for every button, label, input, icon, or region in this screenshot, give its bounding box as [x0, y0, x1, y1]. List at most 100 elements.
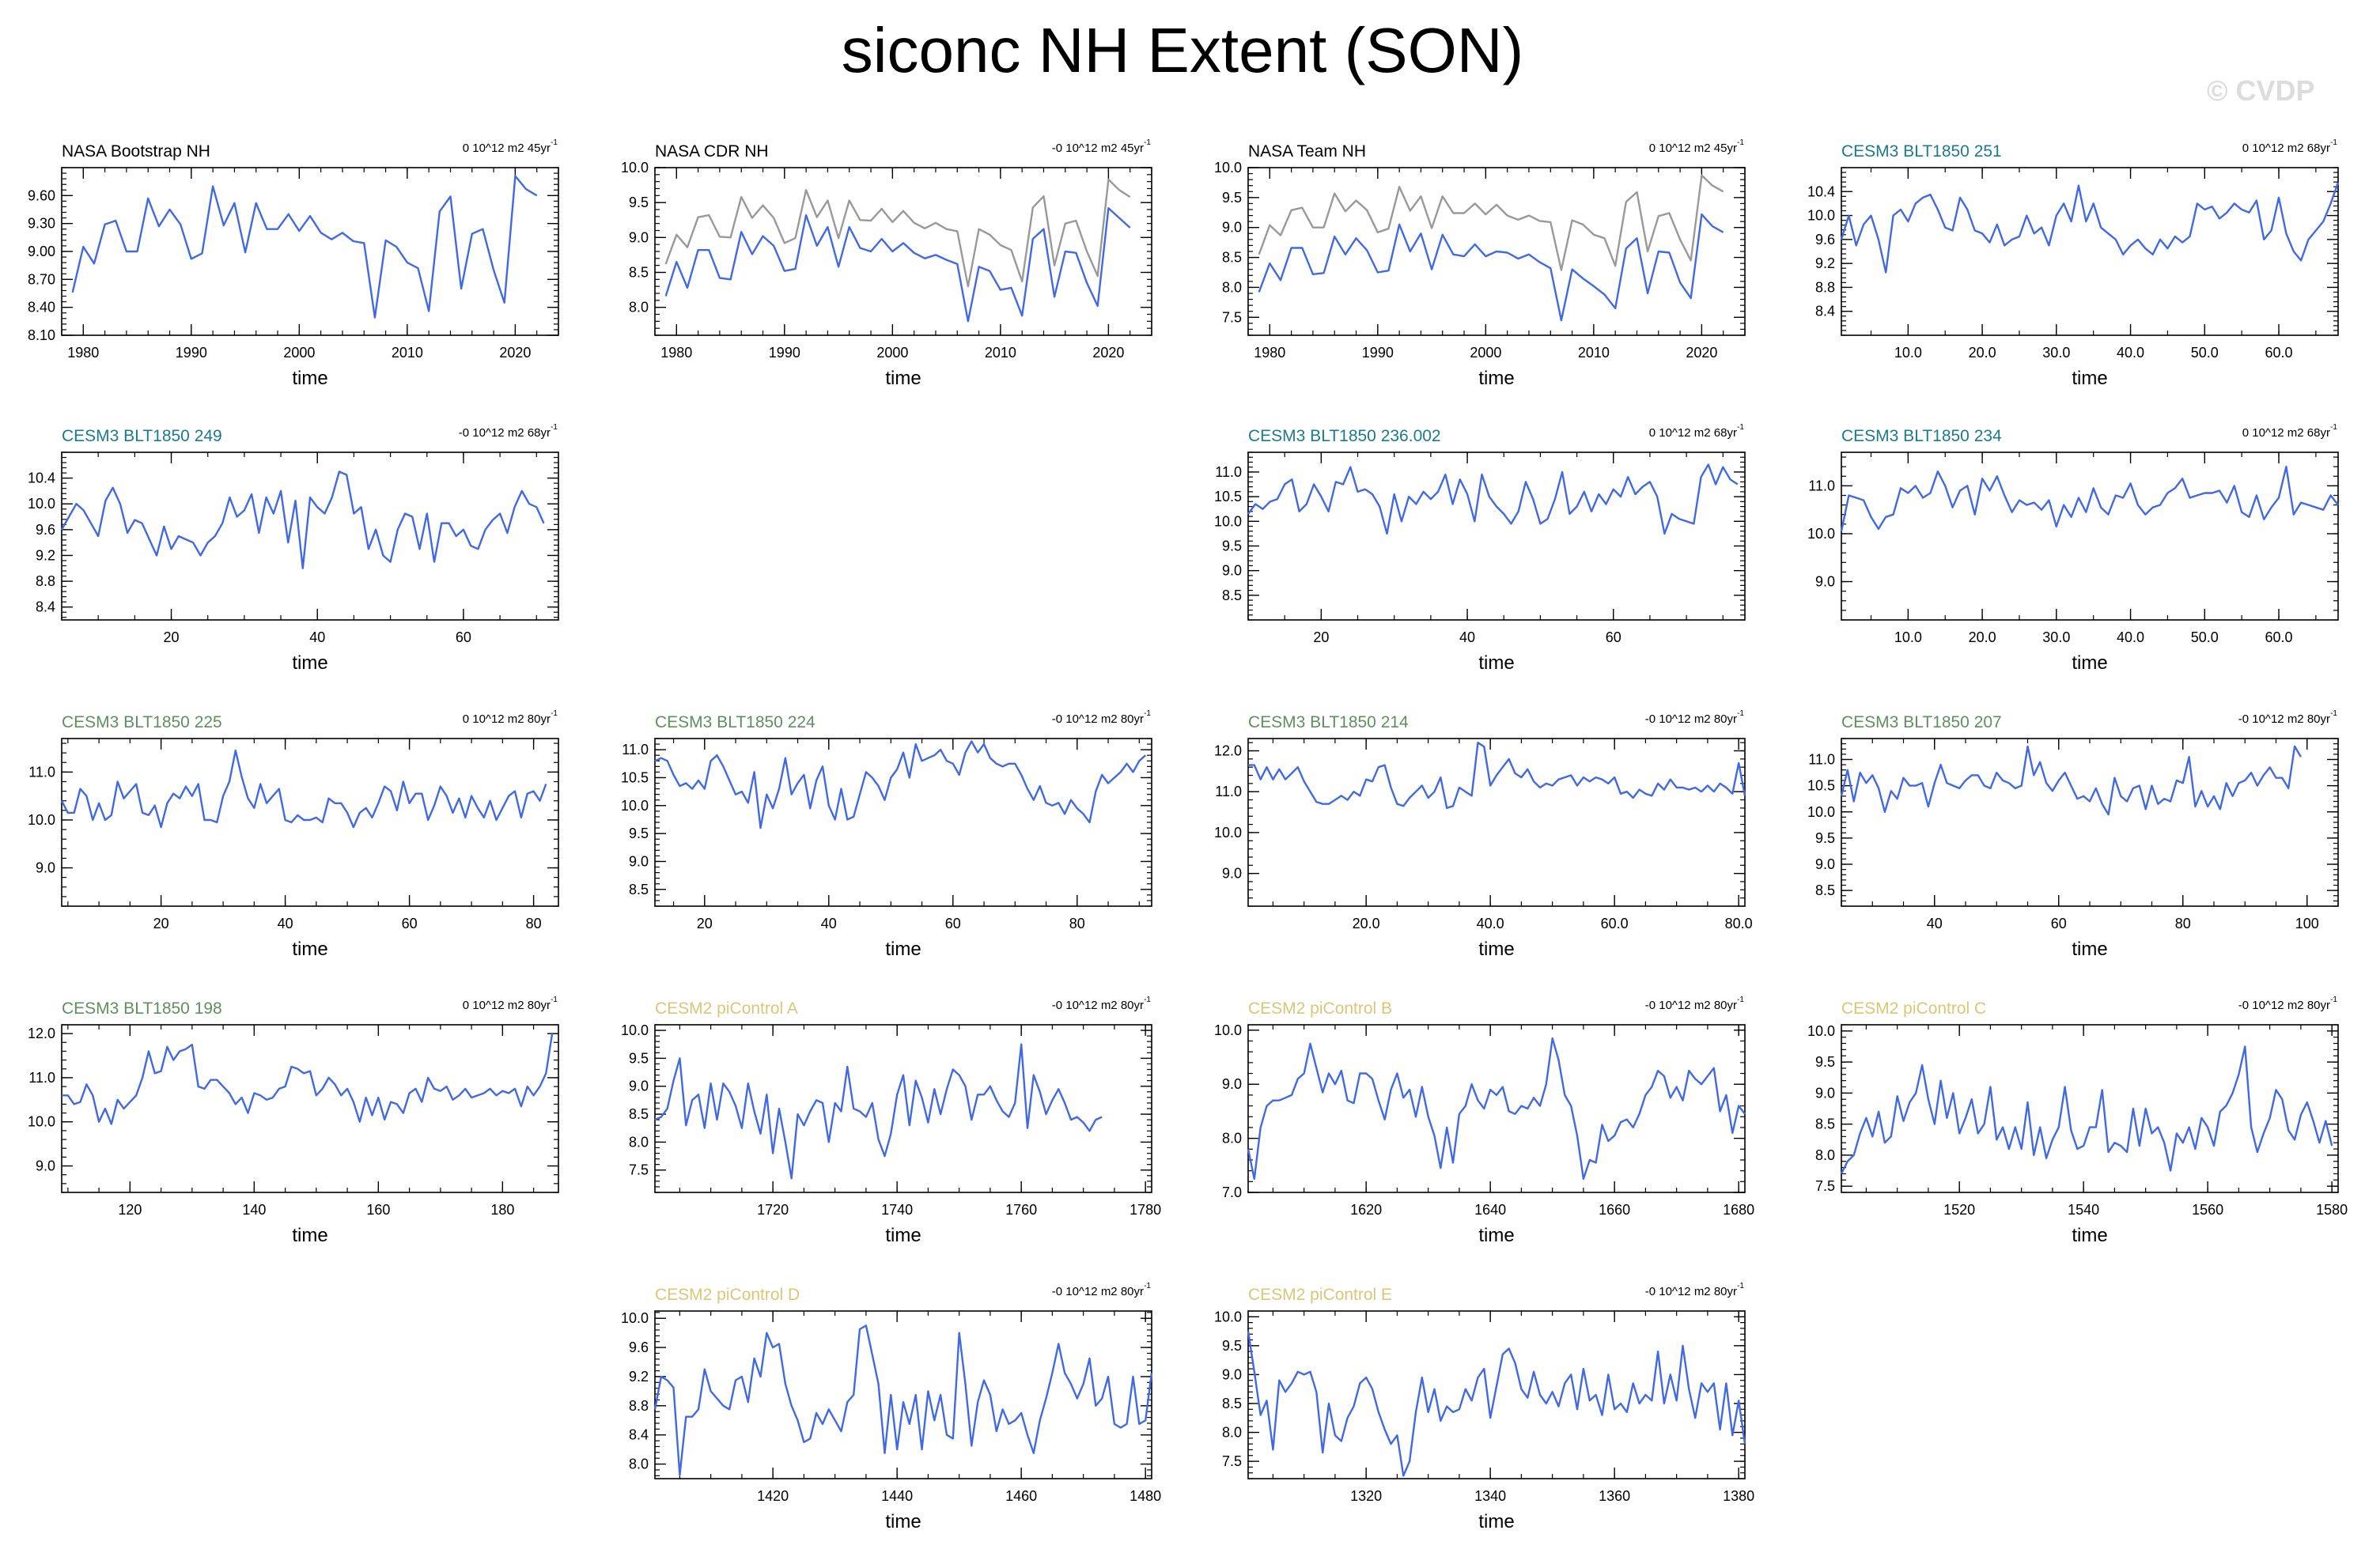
plot-frame: [654, 167, 1152, 336]
series-line: [664, 207, 1131, 323]
chart-panel: 120 140 160 180 9.0 10.0 11.0 12.0 CESM3 BLT1850…: [28, 996, 559, 1246]
series-line: [1840, 745, 2302, 816]
panel-title: NASA CDR NH: [655, 142, 769, 161]
x-tick-label: 2010: [392, 345, 423, 361]
x-axis-label: time: [885, 939, 921, 960]
y-tick-label: 8.8: [1815, 279, 1835, 295]
x-tick-label: 1560: [2192, 1202, 2223, 1218]
x-axis-label: time: [292, 1225, 327, 1246]
y-tick-label: 10.5: [1807, 778, 1835, 794]
trend-superscript: -1: [1737, 1282, 1744, 1290]
y-tick-label: 9.0: [1815, 1085, 1835, 1101]
trend-label: -0 10^12 m2 80yr: [1052, 712, 1144, 726]
x-axis-label: time: [1478, 1511, 1514, 1532]
x-axis-label: time: [2072, 1225, 2107, 1246]
x-tick-label: 1640: [1474, 1202, 1506, 1218]
y-tick-label: 9.0: [1222, 1076, 1242, 1092]
y-tick-label: 9.0: [36, 1158, 55, 1174]
x-tick-label: 10.0: [1894, 629, 1922, 645]
y-tick-label: 11.0: [1215, 784, 1242, 799]
y-tick-label: 10.0: [1807, 208, 1835, 224]
x-tick-label: 1990: [769, 345, 800, 361]
y-tick-label: 10.0: [621, 160, 649, 176]
trend-label: -0 10^12 m2 80yr: [1645, 712, 1737, 726]
plot-frame: [1247, 738, 1746, 907]
y-tick-label: 9.5: [1815, 1054, 1835, 1070]
x-tick-label: 20: [164, 629, 180, 645]
x-tick-label: 1720: [757, 1202, 789, 1218]
panel-title: NASA Team NH: [1248, 142, 1366, 161]
y-tick-label: 10.5: [621, 769, 649, 785]
y-tick-label: 8.5: [1815, 1116, 1835, 1132]
panel-title: CESM2 piControl C: [1841, 999, 1986, 1018]
chart-panel: 1980 1990 2000 2010 2020 7.5 8.0 8.5 9.0 9.5 10.0 N…: [1214, 138, 1746, 389]
x-tick-label: 1460: [1005, 1488, 1037, 1504]
x-axis-label: time: [885, 368, 921, 389]
panel-title: CESM3 BLT1850 249: [62, 427, 222, 445]
plot-frame: [1841, 167, 2339, 336]
series-line: [1247, 1331, 1746, 1477]
x-tick-label: 20.0: [1969, 345, 1996, 361]
series-line: [653, 1324, 1153, 1476]
y-tick-label: 9.0: [629, 853, 649, 869]
x-tick-label: 2000: [876, 345, 908, 361]
trend-label: -0 10^12 m2 45yr: [1052, 142, 1144, 155]
x-tick-label: 60: [945, 916, 961, 931]
trend-label: 0 10^12 m2 45yr: [463, 142, 551, 155]
x-tick-label: 50.0: [2191, 629, 2219, 645]
y-tick-label: 9.2: [1815, 255, 1835, 271]
chart-panel: 40 60 80 100 8.5 9.0 9.5 10.0 10.5 11.0 CESM3 BLT1…: [1807, 709, 2339, 960]
y-tick-label: 10.0: [28, 496, 55, 512]
y-tick-label: 9.0: [1222, 866, 1242, 882]
x-tick-label: 1480: [1130, 1488, 1161, 1504]
plot-frame: [61, 452, 559, 621]
y-tick-label: 9.0: [629, 229, 649, 245]
series-line: [60, 470, 545, 569]
y-tick-label: 8.4: [1815, 304, 1835, 319]
series-line: [654, 740, 1147, 829]
x-tick-label: 20: [697, 916, 713, 931]
y-tick-label: 8.5: [1222, 1396, 1242, 1411]
y-tick-label: 8.5: [1815, 882, 1835, 898]
y-tick-label: 9.6: [1815, 232, 1835, 247]
plot-frame: [654, 738, 1152, 907]
y-tick-label: 8.5: [1222, 588, 1242, 603]
y-tick-label: 8.0: [629, 300, 649, 315]
x-tick-label: 2000: [283, 345, 315, 361]
trend-superscript: -1: [1144, 1282, 1151, 1290]
x-tick-label: 30.0: [2042, 629, 2070, 645]
plot-frame: [1247, 1024, 1746, 1193]
x-tick-label: 1660: [1599, 1202, 1630, 1218]
y-tick-label: 8.10: [28, 327, 55, 343]
trend-label: 0 10^12 m2 68yr: [1649, 426, 1737, 440]
x-axis-label: time: [292, 939, 327, 960]
trend-label: 0 10^12 m2 80yr: [463, 712, 551, 726]
trend-superscript: -1: [2330, 996, 2337, 1004]
x-tick-label: 2000: [1470, 345, 1501, 361]
trend-label: 0 10^12 m2 45yr: [1649, 142, 1737, 155]
chart-panel: 1420 1440 1460 1480 8.0 8.4 8.8 9.2 9.6 10.0 CESM2…: [621, 1282, 1161, 1532]
y-tick-label: 12.0: [28, 1026, 55, 1041]
chart-panel: 1320 1340 1360 1380 7.5 8.0 8.5 9.0 9.5 10.0 CESM2…: [1214, 1282, 1754, 1532]
panel-title: CESM2 piControl A: [655, 999, 798, 1018]
chart-panel: 1720 1740 1760 1780 7.5 8.0 8.5 9.0 9.5 10.0 CESM2…: [621, 996, 1161, 1246]
y-tick-label: 9.0: [1815, 856, 1835, 872]
y-tick-label: 9.5: [629, 1050, 649, 1066]
x-axis-label: time: [1478, 368, 1514, 389]
panel-title: CESM3 BLT1850 225: [62, 713, 222, 731]
y-tick-label: 10.0: [1214, 1022, 1242, 1038]
y-tick-label: 7.0: [1222, 1185, 1242, 1200]
y-tick-label: 11.0: [28, 764, 55, 780]
chart-panel: 20 40 60 80 8.5 9.0 9.5 10.0 10.5 11.0 CESM3 BLT18…: [621, 709, 1152, 960]
chart-panel: 20 40 60 8.4 8.8 9.2 9.6 10.0 10.4 CESM3 BLT1850 …: [28, 423, 559, 674]
panel-title: CESM3 BLT1850 236.002: [1248, 427, 1441, 445]
plot-frame: [61, 738, 559, 907]
trend-superscript: -1: [1737, 423, 1744, 432]
y-tick-label: 8.0: [629, 1457, 649, 1472]
panel-title: CESM3 BLT1850 224: [655, 713, 815, 731]
trend-superscript: -1: [2330, 709, 2337, 718]
y-tick-label: 9.0: [1222, 563, 1242, 579]
x-tick-label: 60: [1606, 629, 1621, 645]
trend-label: -0 10^12 m2 80yr: [1645, 1285, 1737, 1298]
